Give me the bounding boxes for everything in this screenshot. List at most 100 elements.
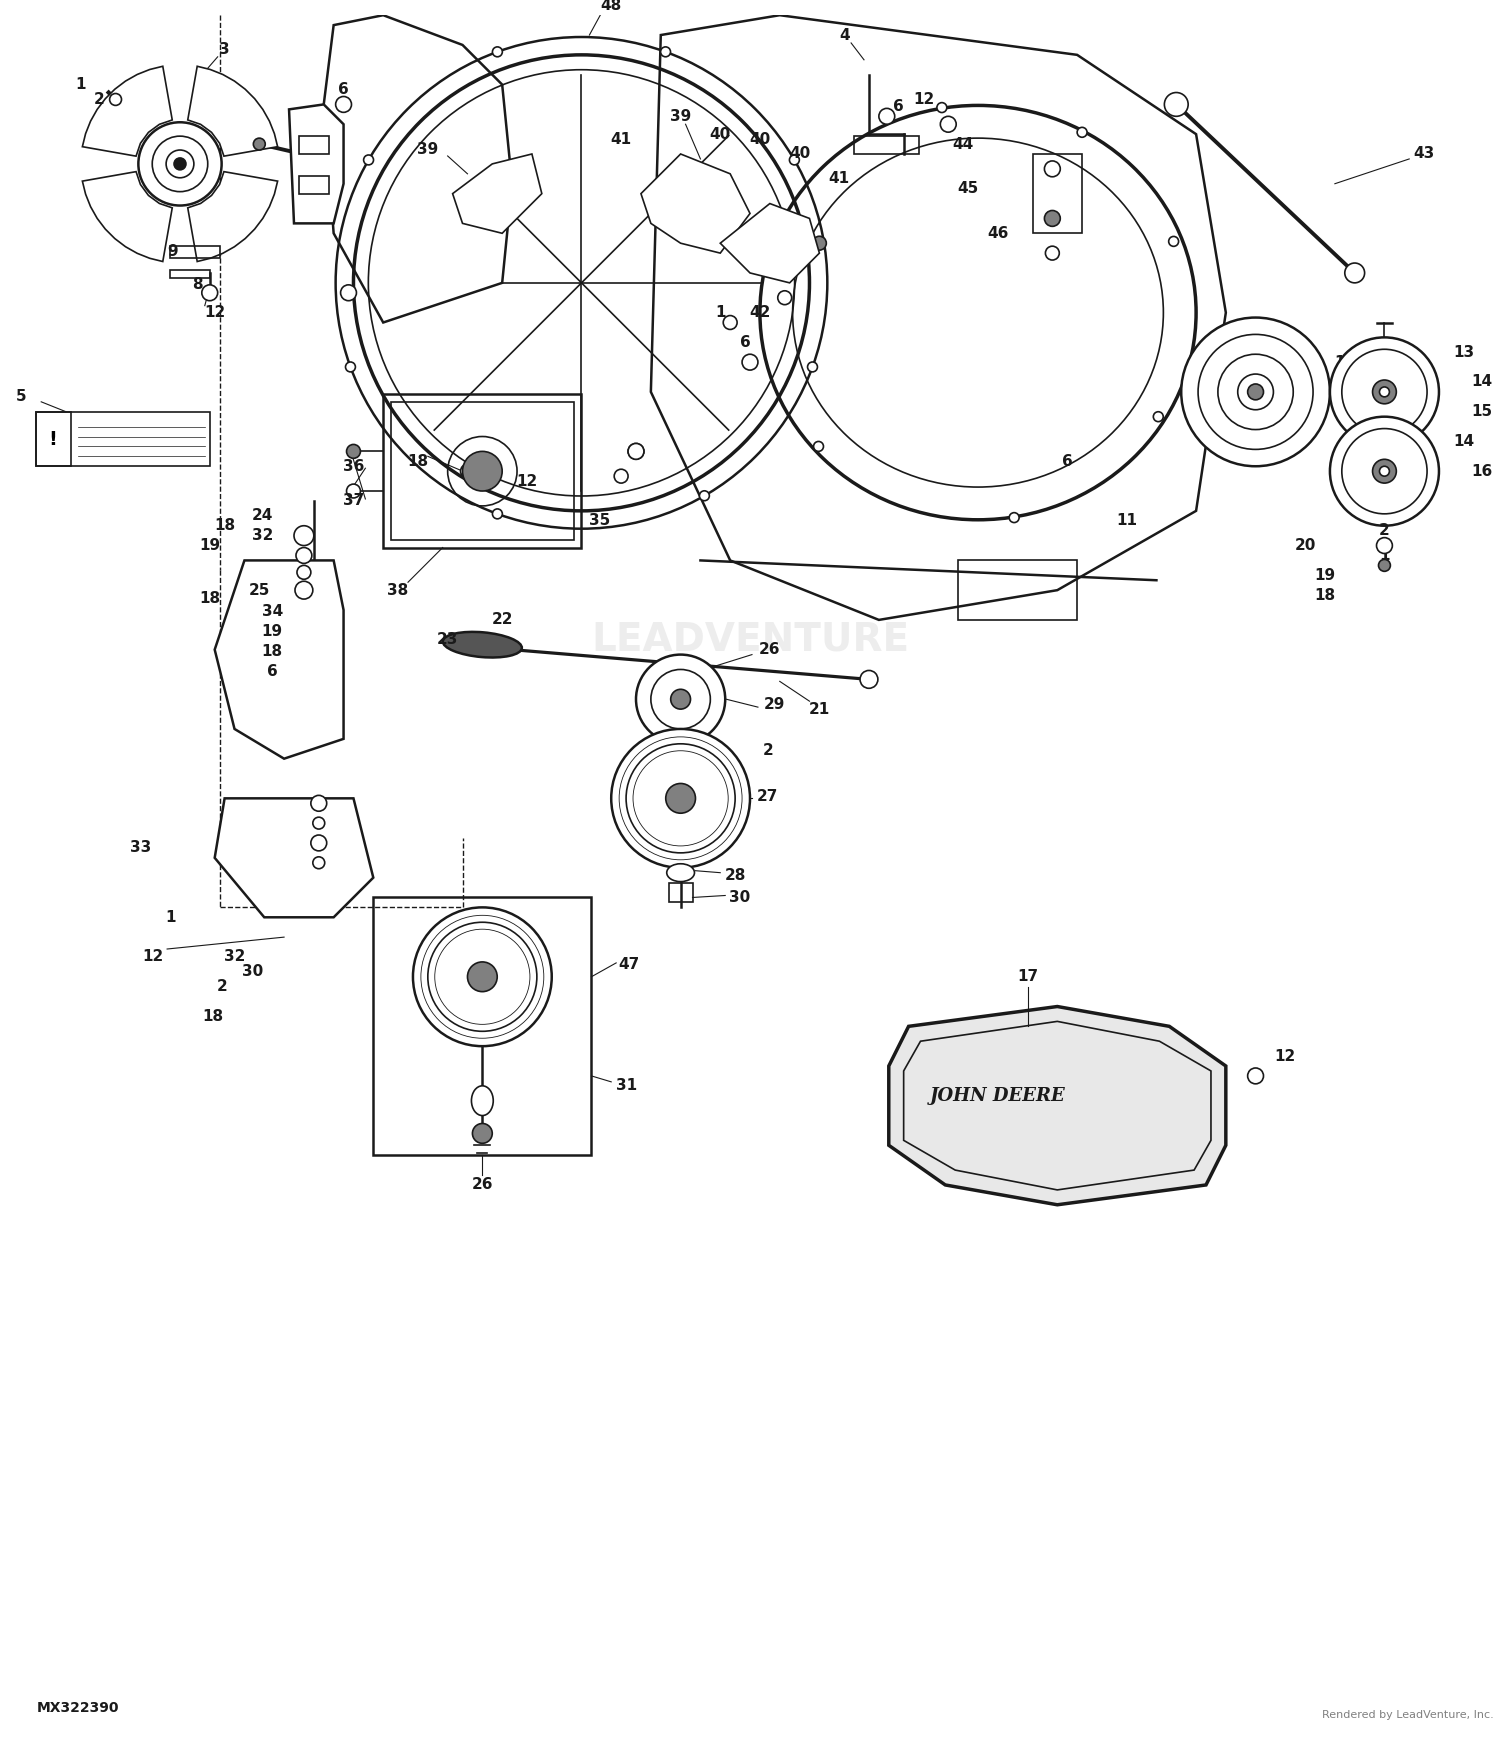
Text: 41: 41	[828, 172, 850, 186]
Circle shape	[879, 108, 894, 124]
Text: 18: 18	[200, 590, 220, 605]
Circle shape	[346, 485, 360, 499]
Circle shape	[1164, 93, 1188, 116]
Circle shape	[1248, 383, 1263, 399]
Circle shape	[110, 93, 122, 105]
Polygon shape	[324, 16, 512, 322]
Bar	[36, 411, 210, 466]
Text: 6: 6	[267, 663, 278, 679]
Polygon shape	[82, 172, 172, 261]
Circle shape	[1330, 338, 1438, 446]
Circle shape	[1010, 513, 1019, 523]
Text: 32: 32	[224, 950, 245, 964]
Text: 40: 40	[710, 126, 730, 142]
Text: 22: 22	[492, 612, 513, 628]
Text: 15: 15	[1472, 404, 1492, 420]
Text: 31: 31	[615, 1078, 636, 1094]
Text: 14: 14	[1454, 434, 1474, 450]
Text: 23: 23	[436, 632, 459, 648]
Text: 29: 29	[764, 696, 786, 712]
Circle shape	[138, 123, 222, 205]
Circle shape	[310, 794, 327, 812]
Circle shape	[859, 670, 877, 688]
Circle shape	[413, 908, 552, 1046]
Text: 12: 12	[1334, 355, 1356, 369]
Text: 6: 6	[894, 100, 904, 114]
Text: 5: 5	[16, 388, 27, 404]
Text: 6: 6	[1062, 453, 1072, 469]
Circle shape	[1378, 560, 1390, 570]
Circle shape	[777, 236, 788, 247]
Circle shape	[940, 116, 956, 133]
Text: 1: 1	[716, 304, 726, 320]
Circle shape	[296, 548, 312, 564]
Circle shape	[492, 47, 502, 56]
Circle shape	[614, 469, 628, 483]
Text: 14: 14	[1472, 374, 1492, 390]
Text: 42: 42	[748, 304, 771, 320]
Text: !: !	[48, 430, 57, 450]
Circle shape	[699, 490, 709, 500]
Text: 7: 7	[328, 138, 339, 154]
Bar	[36, 411, 70, 466]
Circle shape	[462, 452, 503, 492]
Circle shape	[666, 784, 696, 814]
Circle shape	[340, 285, 357, 301]
Text: Rendered by LeadVenture, Inc.: Rendered by LeadVenture, Inc.	[1322, 1710, 1494, 1720]
Text: 40: 40	[750, 131, 771, 147]
Bar	[298, 175, 328, 194]
Circle shape	[1372, 458, 1396, 483]
Circle shape	[778, 290, 792, 304]
Text: 33: 33	[129, 840, 152, 856]
Circle shape	[938, 103, 946, 112]
Circle shape	[813, 236, 826, 250]
Ellipse shape	[666, 864, 694, 882]
Text: 18: 18	[1314, 588, 1335, 602]
Circle shape	[1372, 380, 1396, 404]
Text: 18: 18	[408, 453, 429, 469]
Circle shape	[1077, 128, 1088, 136]
Text: 1: 1	[75, 77, 86, 93]
Polygon shape	[214, 560, 344, 760]
Polygon shape	[188, 172, 278, 261]
Bar	[392, 402, 573, 539]
Circle shape	[297, 565, 310, 579]
Circle shape	[1330, 416, 1438, 525]
Circle shape	[742, 354, 758, 369]
Text: 6: 6	[338, 82, 350, 96]
Text: 2: 2	[1378, 523, 1390, 539]
Polygon shape	[890, 1006, 1226, 1204]
Bar	[1032, 154, 1082, 233]
Polygon shape	[640, 154, 750, 254]
Circle shape	[670, 690, 690, 709]
Circle shape	[1180, 317, 1330, 466]
Polygon shape	[214, 798, 374, 917]
Circle shape	[294, 525, 314, 546]
Circle shape	[314, 817, 324, 829]
Text: 2: 2	[93, 93, 104, 107]
Ellipse shape	[442, 632, 522, 658]
Text: 12: 12	[142, 950, 164, 964]
Text: 3: 3	[219, 42, 230, 58]
Circle shape	[807, 362, 818, 373]
Text: 25: 25	[249, 583, 270, 598]
Text: 30: 30	[729, 891, 750, 905]
Text: 39: 39	[670, 108, 692, 124]
Bar	[382, 394, 582, 548]
Polygon shape	[453, 154, 542, 233]
Text: 21: 21	[808, 702, 830, 716]
Circle shape	[310, 835, 327, 850]
Text: 38: 38	[387, 583, 408, 598]
Circle shape	[314, 858, 324, 868]
Text: 1: 1	[165, 910, 176, 924]
Text: 36: 36	[344, 458, 364, 474]
Bar	[374, 898, 591, 1155]
Text: 8: 8	[192, 276, 202, 292]
Text: 18: 18	[202, 1010, 223, 1024]
Text: 45: 45	[957, 182, 978, 196]
Text: 4: 4	[839, 28, 849, 42]
Text: 48: 48	[600, 0, 622, 12]
Text: 26: 26	[759, 642, 780, 658]
Circle shape	[472, 1124, 492, 1143]
Text: 28: 28	[724, 868, 746, 884]
